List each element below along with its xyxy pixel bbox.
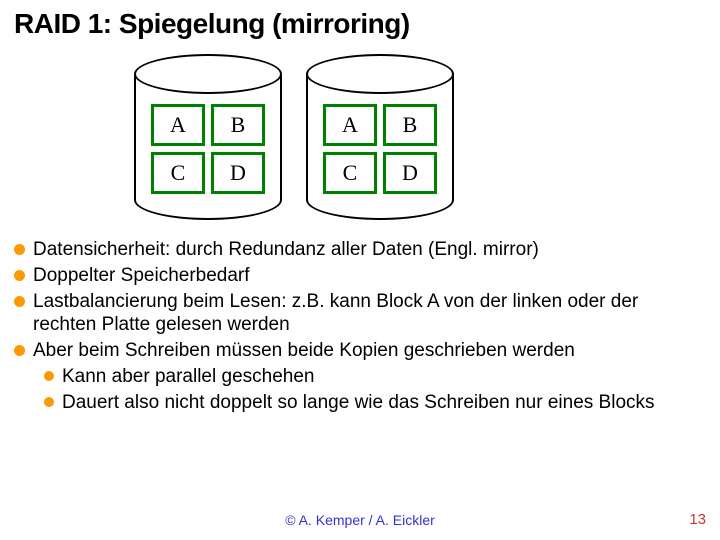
sub-bullet-item: Kann aber parallel geschehen bbox=[44, 365, 706, 389]
bullet-item: Datensicherheit: durch Redundanz aller D… bbox=[14, 238, 706, 262]
bullet-text: Dauert also nicht doppelt so lange wie d… bbox=[62, 391, 655, 415]
bullet-icon bbox=[14, 296, 25, 307]
copyright-text: © A. Kemper / A. Eickler bbox=[285, 512, 435, 528]
block-cell: C bbox=[151, 152, 205, 194]
bullet-text: Kann aber parallel geschehen bbox=[62, 365, 314, 389]
bullet-icon bbox=[14, 244, 25, 255]
block-grid-right: A B C D bbox=[323, 104, 437, 194]
bullet-list: Datensicherheit: durch Redundanz aller D… bbox=[14, 238, 706, 414]
block-cell: D bbox=[383, 152, 437, 194]
bullet-item: Doppelter Speicherbedarf bbox=[14, 264, 706, 288]
block-cell: C bbox=[323, 152, 377, 194]
block-cell: B bbox=[383, 104, 437, 146]
disk-left: A B C D bbox=[134, 54, 282, 220]
block-cell: A bbox=[323, 104, 377, 146]
block-cell: B bbox=[211, 104, 265, 146]
disk-top-ellipse bbox=[306, 54, 454, 94]
bullet-text: Doppelter Speicherbedarf bbox=[33, 264, 250, 288]
page-number: 13 bbox=[689, 511, 706, 528]
bullet-icon bbox=[44, 397, 54, 407]
disk-right: A B C D bbox=[306, 54, 454, 220]
bullet-icon bbox=[14, 270, 25, 281]
disk-top-ellipse bbox=[134, 54, 282, 94]
block-cell: A bbox=[151, 104, 205, 146]
bullet-item: Lastbalancierung beim Lesen: z.B. kann B… bbox=[14, 290, 706, 338]
bullet-text: Aber beim Schreiben müssen beide Kopien … bbox=[33, 339, 575, 363]
bullet-icon bbox=[44, 371, 54, 381]
disk-diagram: A B C D A B C D bbox=[134, 54, 706, 220]
bullet-icon bbox=[14, 345, 25, 356]
slide-title: RAID 1: Spiegelung (mirroring) bbox=[14, 8, 706, 40]
block-cell: D bbox=[211, 152, 265, 194]
bullet-text: Lastbalancierung beim Lesen: z.B. kann B… bbox=[33, 290, 706, 338]
block-grid-left: A B C D bbox=[151, 104, 265, 194]
bullet-item: Aber beim Schreiben müssen beide Kopien … bbox=[14, 339, 706, 363]
bullet-text: Datensicherheit: durch Redundanz aller D… bbox=[33, 238, 539, 262]
sub-bullet-item: Dauert also nicht doppelt so lange wie d… bbox=[44, 391, 706, 415]
